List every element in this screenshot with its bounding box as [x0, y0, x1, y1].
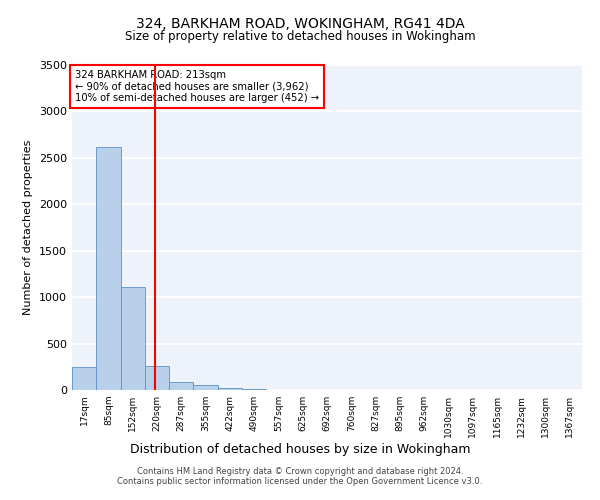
- Bar: [193, 386, 218, 390]
- Bar: [72, 367, 96, 390]
- Text: 324, BARKHAM ROAD, WOKINGHAM, RG41 4DA: 324, BARKHAM ROAD, WOKINGHAM, RG41 4DA: [136, 18, 464, 32]
- Text: Size of property relative to detached houses in Wokingham: Size of property relative to detached ho…: [125, 30, 475, 43]
- Bar: [218, 388, 242, 390]
- Bar: [96, 146, 121, 390]
- Text: Contains HM Land Registry data © Crown copyright and database right 2024.: Contains HM Land Registry data © Crown c…: [137, 467, 463, 476]
- Bar: [121, 287, 145, 390]
- Text: 324 BARKHAM ROAD: 213sqm
← 90% of detached houses are smaller (3,962)
10% of sem: 324 BARKHAM ROAD: 213sqm ← 90% of detach…: [74, 70, 319, 103]
- Bar: [169, 382, 193, 390]
- Text: Distribution of detached houses by size in Wokingham: Distribution of detached houses by size …: [130, 442, 470, 456]
- Bar: [145, 366, 169, 390]
- Text: Contains public sector information licensed under the Open Government Licence v3: Contains public sector information licen…: [118, 477, 482, 486]
- Y-axis label: Number of detached properties: Number of detached properties: [23, 140, 34, 315]
- Bar: [242, 389, 266, 390]
